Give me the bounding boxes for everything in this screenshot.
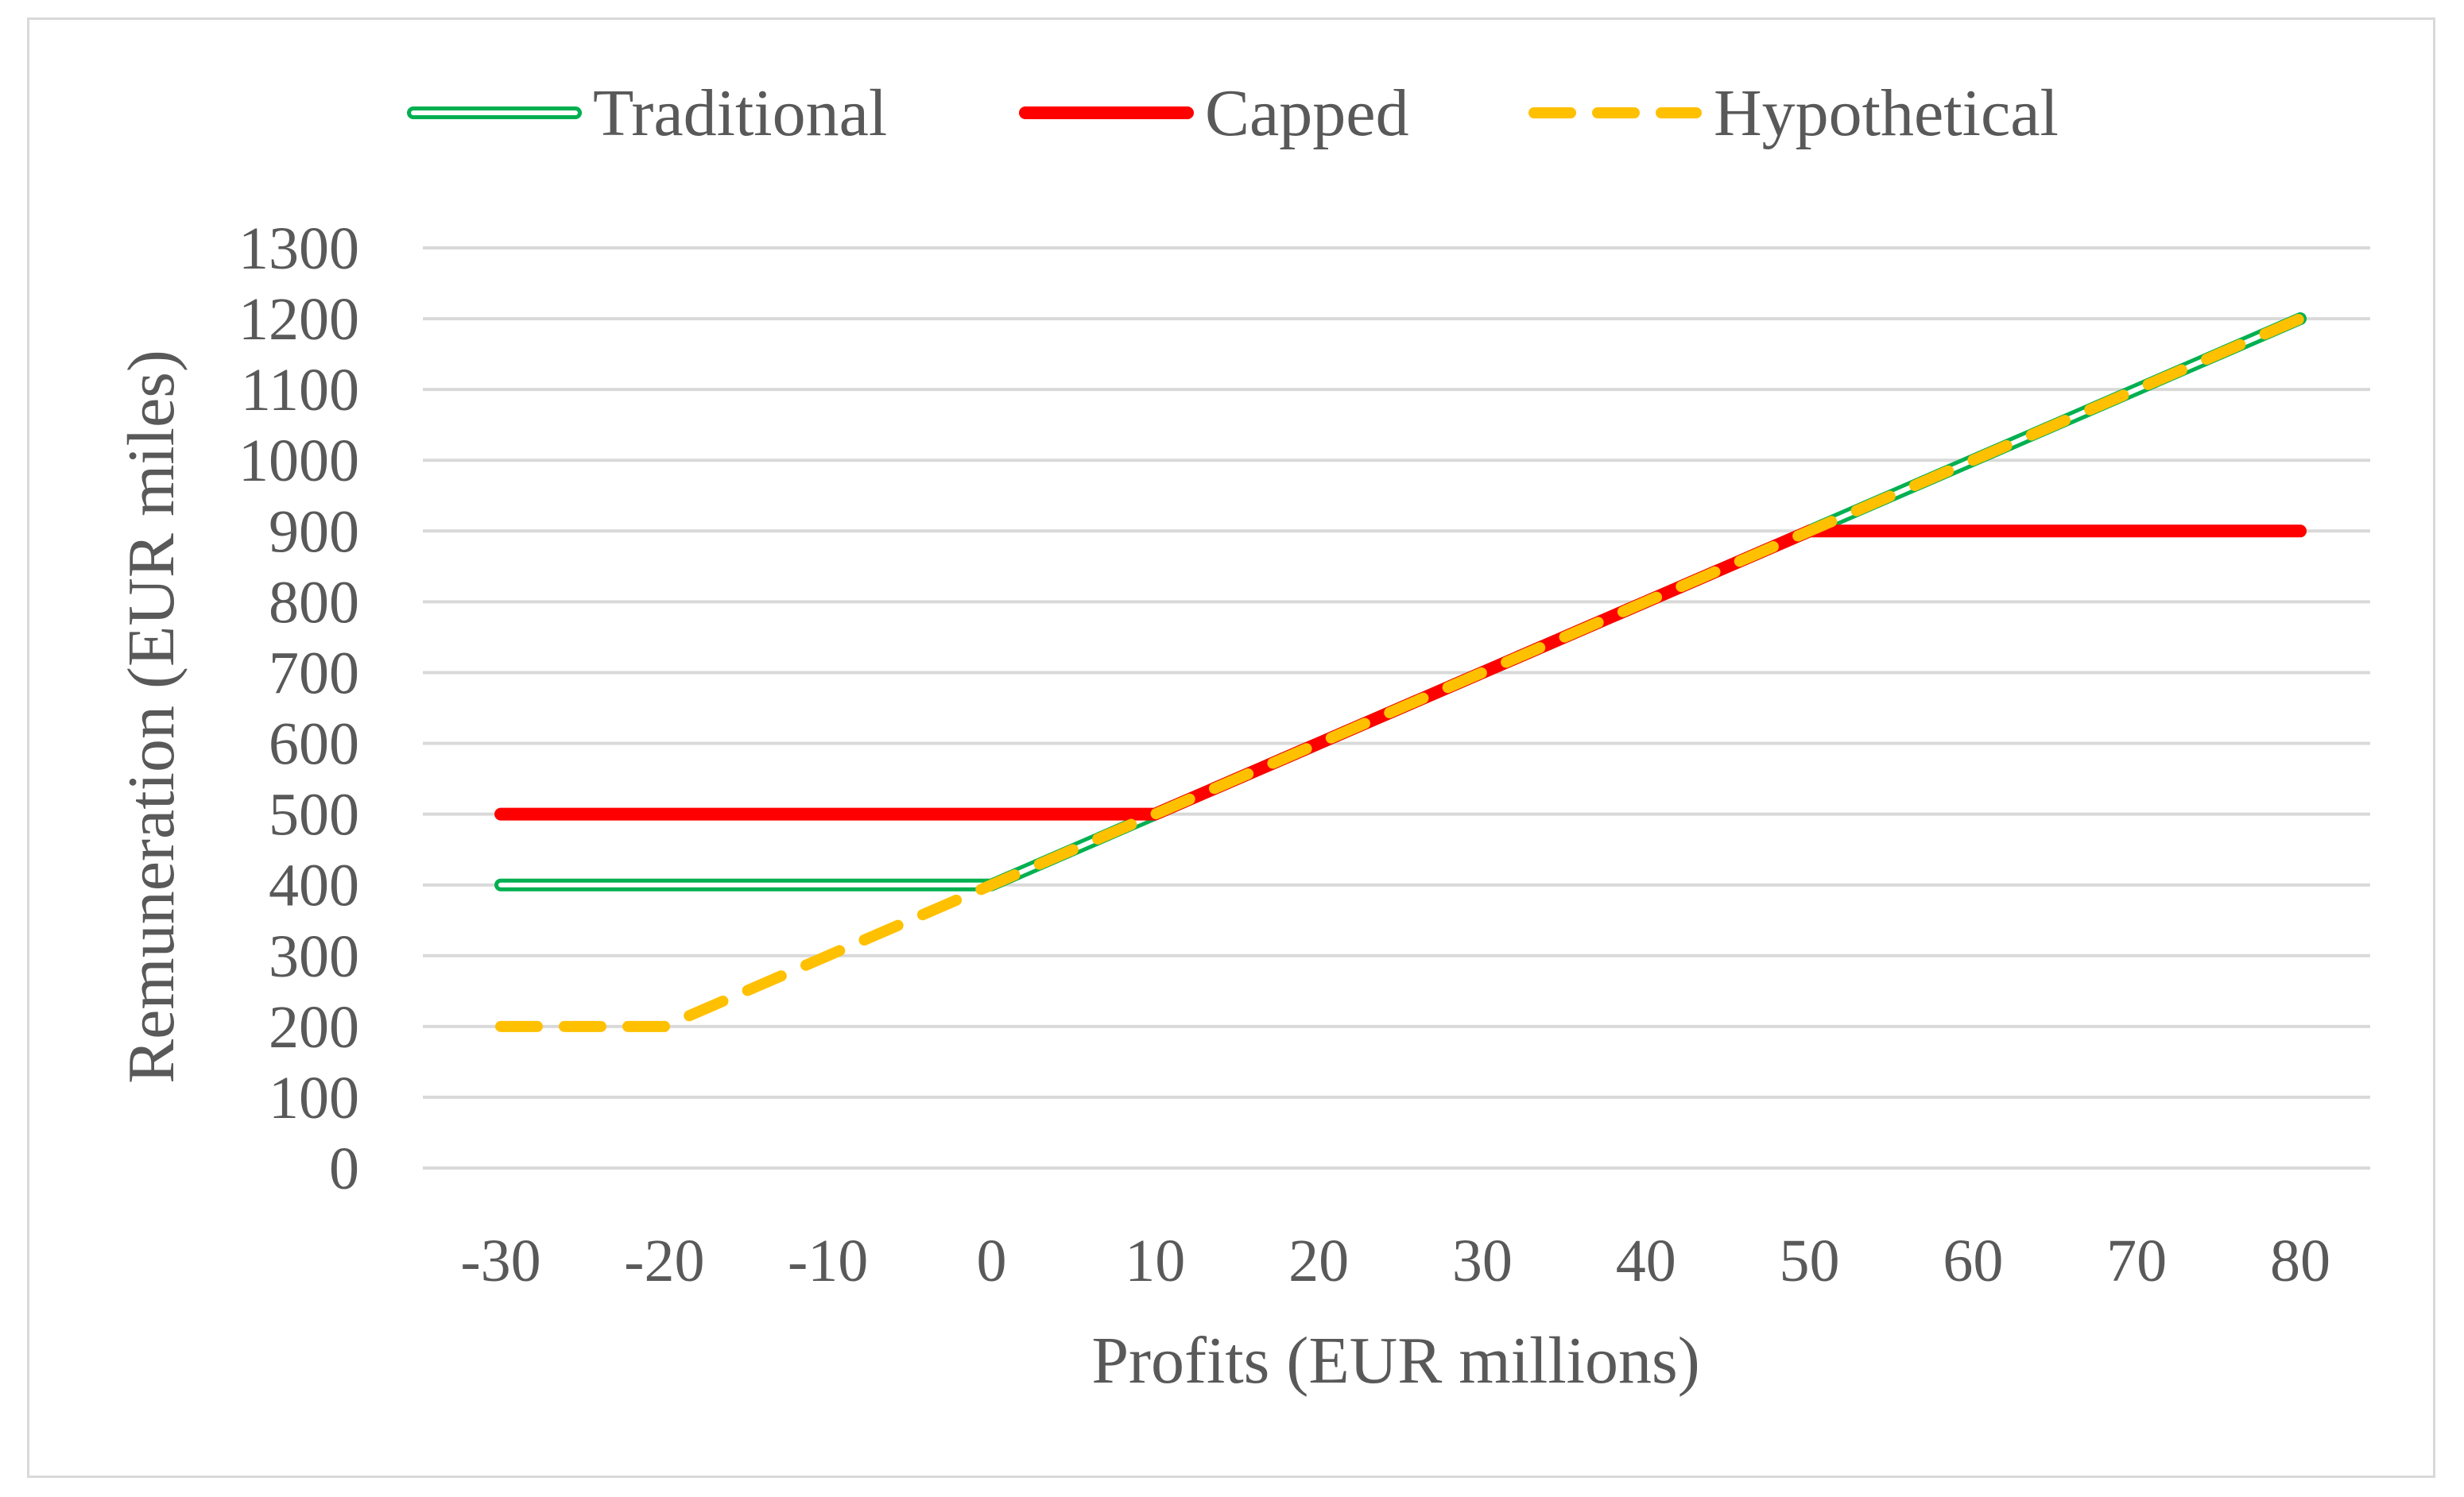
- x-tick-label: 70: [2106, 1228, 2167, 1294]
- y-tick-label: 1200: [238, 286, 359, 353]
- x-tick-label: 80: [2270, 1228, 2330, 1294]
- legend: Traditional Capped Hypothetical: [407, 76, 2059, 150]
- y-tick-label: 400: [269, 853, 359, 919]
- x-tick-label: 20: [1288, 1228, 1349, 1294]
- chart-frame: [27, 17, 2435, 1478]
- y-tick-label: 800: [269, 569, 359, 636]
- legend-item-hypothetical: Hypothetical: [1528, 76, 2059, 150]
- series-lines: [494, 312, 2307, 1032]
- y-tick-label: 100: [269, 1065, 359, 1131]
- legend-label-capped: Capped: [1205, 76, 1409, 150]
- legend-label-hypothetical: Hypothetical: [1714, 76, 2059, 150]
- x-tick-label: 40: [1616, 1228, 1676, 1294]
- y-tick-label: 900: [269, 498, 359, 565]
- y-axis-title: Remuneration (EUR miles): [114, 350, 188, 1084]
- x-tick-label: -20: [624, 1228, 704, 1294]
- y-tick-label: 700: [269, 640, 359, 706]
- y-tick-label: 1100: [241, 357, 359, 424]
- legend-label-traditional: Traditional: [593, 76, 887, 150]
- y-axis-ticks: 0100200300400500600700800900100011001200…: [238, 215, 359, 1202]
- legend-item-capped: Capped: [1019, 76, 1409, 150]
- x-tick-label: 0: [976, 1228, 1006, 1294]
- x-tick-label: 10: [1125, 1228, 1185, 1294]
- x-tick-label: 60: [1943, 1228, 2003, 1294]
- y-tick-label: 200: [269, 994, 359, 1061]
- series-line-hypothetical: [495, 313, 2306, 1032]
- x-axis-ticks: -30 -20 -10 0 10 20 30 40 50 60 70 80: [460, 1228, 2330, 1294]
- y-tick-label: 600: [269, 711, 359, 778]
- x-tick-label: -30: [460, 1228, 540, 1294]
- x-axis-title: Profits (EUR millions): [1091, 1324, 1699, 1398]
- gridlines: [423, 246, 2370, 1170]
- y-tick-label: 0: [329, 1135, 359, 1202]
- x-tick-label: -10: [788, 1228, 868, 1294]
- y-tick-label: 500: [269, 782, 359, 849]
- legend-item-traditional: Traditional: [407, 76, 887, 150]
- y-tick-label: 1000: [238, 427, 359, 494]
- x-tick-label: 30: [1452, 1228, 1513, 1294]
- y-tick-label: 300: [269, 923, 359, 990]
- y-tick-label: 1300: [238, 215, 359, 282]
- x-tick-label: 50: [1780, 1228, 1840, 1294]
